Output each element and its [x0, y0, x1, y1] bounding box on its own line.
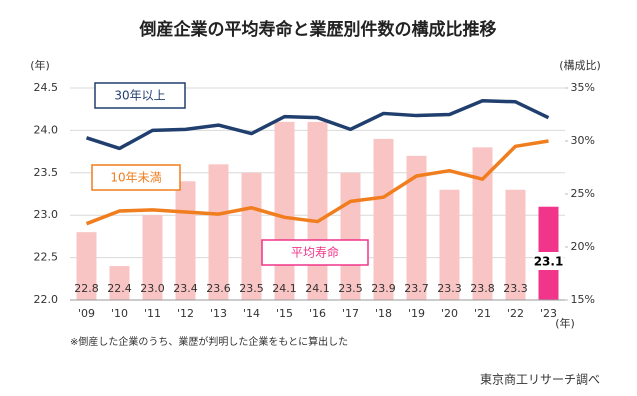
bar-value-label: 23.5 [239, 282, 264, 295]
legend-box [91, 164, 181, 191]
legend-box [94, 82, 186, 109]
bar [142, 215, 163, 300]
x-tick-label: '10 [111, 307, 128, 320]
legend-label: 平均寿命 [291, 245, 339, 260]
x-tick-label: '22 [507, 307, 524, 320]
legend-label: 30年以上 [114, 89, 165, 103]
y-tick-label: 24.0 [34, 123, 59, 136]
y2-tick-label: 25% [571, 187, 595, 200]
legend-box [261, 239, 369, 266]
bar-value-label: 23.9 [371, 282, 396, 295]
bar-value-label: 23.6 [206, 282, 231, 295]
bar-value-label: 23.3 [437, 282, 462, 295]
bar [472, 147, 493, 300]
x-tick-label: '16 [309, 307, 326, 320]
bar-value-label: 23.7 [404, 282, 429, 295]
x-tick-label: '21 [474, 307, 491, 320]
y2-tick-label: 30% [571, 134, 595, 147]
source: 東京商工リサーチ調べ [480, 372, 600, 387]
x-tick-label: '11 [144, 307, 161, 320]
x-tick-label: '13 [210, 307, 227, 320]
x-tick-label: '14 [243, 307, 260, 320]
x-tick-label: '15 [276, 307, 293, 320]
x-tick-label: '17 [342, 307, 359, 320]
label-bg [533, 252, 564, 270]
y-axis-label: (年) [30, 58, 50, 72]
x-tick-label: '18 [375, 307, 392, 320]
x-tick-label: '20 [441, 307, 458, 320]
bar-value-label: 22.4 [107, 282, 132, 295]
bar-value-label: 23.3 [503, 282, 528, 295]
bar-value-label: 23.1 [534, 255, 564, 269]
x-tick-label: '19 [408, 307, 425, 320]
bar-value-label: 23.0 [140, 282, 165, 295]
bar [505, 189, 526, 300]
line-series [85, 98, 550, 151]
bar [406, 155, 427, 300]
bar-value-label: 23.8 [470, 282, 495, 295]
bar-value-label: 22.8 [74, 282, 99, 295]
x-tick-label: '23 [540, 307, 557, 320]
legend-label: 10年未満 [110, 171, 161, 185]
chart-title: 倒産企業の平均寿命と業歴別件数の構成比推移 [139, 19, 497, 40]
y2-tick-label: 20% [571, 240, 595, 253]
bar [307, 121, 328, 300]
footnote: ※倒産した企業のうち、業歴が判明した企業をもとに算出した [70, 335, 348, 348]
bar-value-label: 24.1 [272, 282, 297, 295]
bar-value-label: 23.5 [338, 282, 363, 295]
x-tick-label: '12 [177, 307, 194, 320]
y-tick-label: 22.5 [34, 251, 59, 264]
bar [241, 172, 262, 300]
y-tick-label: 23.0 [34, 208, 59, 221]
bar-value-label: 23.4 [173, 282, 198, 295]
bar [373, 138, 394, 300]
y-tick-label: 24.5 [34, 81, 59, 94]
bar [208, 164, 229, 300]
y2-tick-label: 15% [571, 293, 595, 306]
bar [274, 121, 295, 300]
x-tick-label: '09 [78, 307, 95, 320]
line-series [85, 139, 549, 226]
y2-axis-label: (構成比) [559, 59, 601, 72]
bar [76, 232, 97, 300]
y-tick-label: 22.0 [34, 293, 59, 306]
bar [109, 266, 130, 300]
y-tick-label: 23.5 [34, 166, 59, 179]
bar-value-label: 24.1 [305, 282, 330, 295]
bar [340, 172, 361, 300]
x-axis-unit: (年) [555, 316, 575, 330]
y2-tick-label: 35% [571, 81, 595, 94]
bar [439, 189, 460, 300]
